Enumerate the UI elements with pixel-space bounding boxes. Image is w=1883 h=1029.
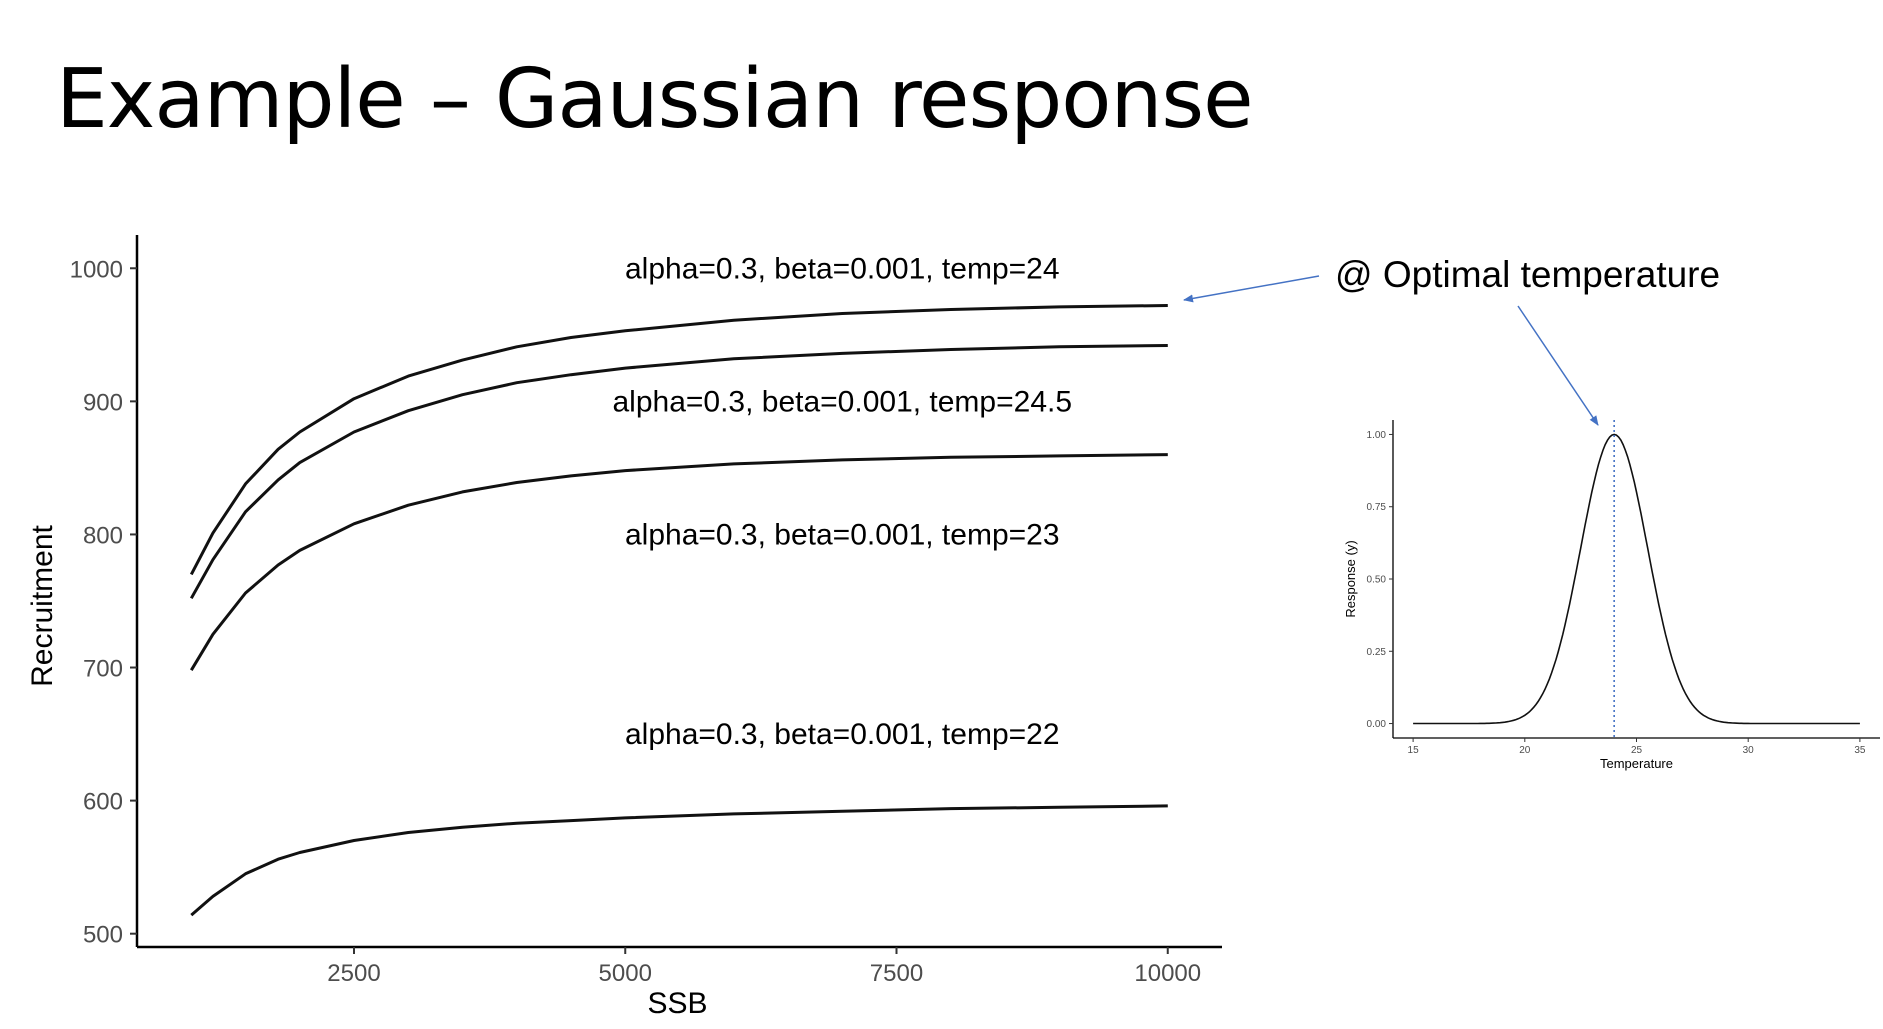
series-line xyxy=(190,804,1168,917)
inset-x-tick-label: 20 xyxy=(1519,745,1531,756)
inset-x-tick-label: 25 xyxy=(1631,745,1643,756)
inset-y-axis-title: Response (y) xyxy=(1343,540,1358,617)
inset-y-tick-label: 0.50 xyxy=(1367,575,1387,586)
inset-response-curve xyxy=(1413,433,1860,725)
series-line xyxy=(189,344,1168,600)
x-tick-label: 10000 xyxy=(1134,960,1201,987)
y-tick-label: 500 xyxy=(83,922,123,949)
callout-arrow-to-curve xyxy=(1183,275,1320,303)
y-tick-label: 900 xyxy=(83,389,123,416)
inset-y-tick-label: 0.75 xyxy=(1367,502,1387,513)
inset-y-tick-label: 1.00 xyxy=(1367,430,1387,441)
callout-arrow-to-peak xyxy=(1517,305,1599,426)
y-tick-label: 1000 xyxy=(70,256,123,283)
inset-y-tick-label: 0.25 xyxy=(1367,647,1387,658)
series-label: alpha=0.3, beta=0.001, temp=22 xyxy=(625,718,1060,751)
series-label: alpha=0.3, beta=0.001, temp=23 xyxy=(625,518,1060,551)
series-label: alpha=0.3, beta=0.001, temp=24.5 xyxy=(612,385,1072,418)
main-chart: 500 600 700 800 900 1000 2500 5000 7500 10000 SSB R… xyxy=(26,235,1222,1020)
series-line xyxy=(189,304,1168,576)
inset-x-tick-label: 15 xyxy=(1408,745,1420,756)
y-tick-label: 700 xyxy=(83,656,123,683)
callout-text: @ Optimal temperature xyxy=(1335,254,1720,295)
x-tick-label: 5000 xyxy=(599,960,652,987)
inset-x-axis-title: Temperature xyxy=(1600,756,1673,771)
x-tick-label: 2500 xyxy=(327,960,380,987)
slide-title: Example – Gaussian response xyxy=(56,52,1254,147)
y-axis-title: Recruitment xyxy=(26,524,59,686)
y-tick-label: 600 xyxy=(83,789,123,816)
y-tick-label: 800 xyxy=(83,522,123,549)
x-axis-title: SSB xyxy=(647,987,707,1020)
series-label: alpha=0.3, beta=0.001, temp=24 xyxy=(625,252,1060,285)
inset-x-tick-label: 30 xyxy=(1743,745,1755,756)
x-tick-label: 7500 xyxy=(870,960,923,987)
inset-y-tick-label: 0.00 xyxy=(1367,719,1387,730)
callout: @ Optimal temperature xyxy=(1183,254,1720,426)
inset-x-tick-label: 35 xyxy=(1854,745,1866,756)
series-line xyxy=(190,453,1168,671)
inset-chart: 0.00 0.25 0.50 0.75 1.00 15 20 25 30 35 Temperatur… xyxy=(1343,420,1880,771)
